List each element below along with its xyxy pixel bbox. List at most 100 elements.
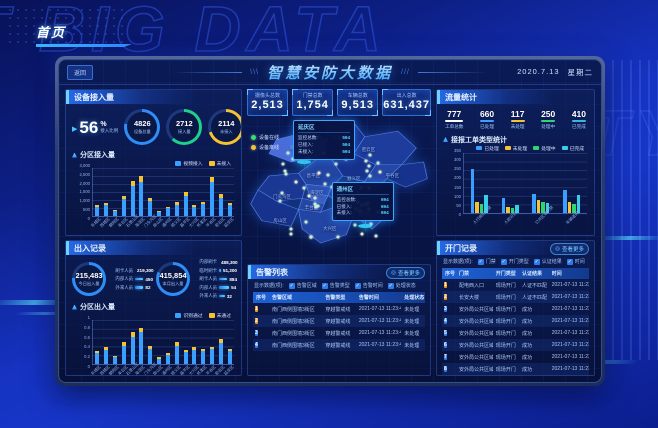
ring-value: 2712 bbox=[175, 119, 193, 128]
title-ticks-left: \\\ bbox=[250, 68, 259, 76]
device-dot bbox=[281, 162, 285, 166]
row-index-badge: 8 bbox=[444, 365, 447, 372]
device-dot bbox=[283, 169, 287, 173]
row-index-badge: 3 bbox=[255, 329, 258, 336]
zone-access-chart: 视频接入 未接入 3,000 2,500 2,000 1,500 1,000 500 0 东城区西… bbox=[70, 160, 237, 232]
tooltip-row-value: 594 bbox=[342, 135, 350, 141]
legend-swatch bbox=[208, 313, 215, 318]
filter-checkbox[interactable]: ✓ 时间 bbox=[566, 258, 585, 265]
alarm-more-button[interactable]: ◎ 查看更多 bbox=[386, 267, 425, 279]
filter-checkbox[interactable]: ✓ 告警区域 bbox=[288, 282, 317, 289]
bar bbox=[470, 168, 475, 213]
alarm-table: 序号 告警区域 告警类型 告警时间 处理状态 1 南门西侧围墙3街区 穿越警戒线 2021-07… bbox=[253, 292, 425, 351]
tooltip-row: 未接入: 694 bbox=[337, 210, 389, 217]
flow-stat-value: 250 bbox=[541, 109, 556, 119]
checkbox-label: 告警区域 bbox=[296, 283, 317, 289]
bar-stack bbox=[216, 168, 225, 216]
summary-stat-value: 2,513 bbox=[251, 99, 284, 111]
bar-segment-top bbox=[157, 210, 162, 212]
table-cell: 穿越警戒线 bbox=[325, 306, 351, 313]
row-index-cell: 3 bbox=[253, 329, 269, 337]
summary-stat-label: 车辆总数 bbox=[347, 93, 368, 99]
device-access-panel-title: 设备接入量 bbox=[66, 90, 241, 104]
stat-row: 内部人员 54 bbox=[193, 285, 237, 291]
legend-item: 未接入 bbox=[208, 160, 231, 167]
y-tick: 2,500 bbox=[79, 171, 90, 177]
filter-checkbox[interactable]: ✓ 开门类型 bbox=[500, 258, 529, 265]
title-line-right bbox=[417, 71, 488, 73]
table-header-cell: 时间 bbox=[551, 271, 562, 277]
section-icon bbox=[72, 304, 77, 310]
tooltip-row: 监控总数: 594 bbox=[298, 135, 350, 142]
device-ring: 4826 设备总量 bbox=[124, 109, 161, 145]
dot-grid-decor bbox=[6, 6, 126, 46]
vertical-bands-decor bbox=[612, 60, 658, 360]
table-cell: 未处理 bbox=[404, 330, 420, 337]
checkbox-label: 告警时间 bbox=[362, 283, 383, 289]
table-cell: 成功 bbox=[522, 366, 533, 373]
y-tick: 1,000 bbox=[79, 198, 90, 204]
flow-stat-label: 未处理 bbox=[510, 123, 525, 129]
table-cell: 2021-07-13 11:23:43 bbox=[551, 354, 589, 360]
filter-checkbox[interactable]: ✓ 处理状态 bbox=[387, 282, 416, 289]
bar-stack bbox=[102, 168, 111, 216]
door-filter-row: 显示数据(项): ✓ 门禁 ✓ 开门类型 ✓ 认证结果 ✓ 时间 bbox=[437, 255, 594, 267]
y-tick: 0 bbox=[458, 212, 461, 218]
table-cell: 安外局公共区域 bbox=[459, 318, 493, 325]
table-cell: 2021-07-13 11:23:43 bbox=[551, 294, 589, 300]
door-more-button[interactable]: ◎ 查看更多 bbox=[550, 243, 589, 255]
device-dot bbox=[326, 173, 330, 177]
legend-swatch bbox=[208, 161, 215, 166]
play-arrow-icon: ▶ bbox=[72, 125, 78, 133]
tab-home[interactable]: 首页 bbox=[36, 22, 132, 47]
legend-label: 已处理 bbox=[484, 146, 499, 152]
bar bbox=[545, 203, 550, 213]
checkbox-label: 认证结果 bbox=[541, 259, 562, 265]
filter-checkbox[interactable]: ✓ 告警时间 bbox=[354, 282, 383, 289]
row-index-cell: 4 bbox=[253, 341, 269, 349]
summary-stat-label: 门禁总数 bbox=[302, 93, 323, 99]
device-dot bbox=[376, 161, 380, 165]
bar-stack bbox=[102, 320, 111, 364]
table-header-cell: 告警类型 bbox=[325, 295, 346, 301]
stat-row: 刷卡人员 219,300 bbox=[109, 268, 153, 274]
row-index-badge: 3 bbox=[444, 305, 447, 312]
checkbox-label: 处理状态 bbox=[395, 283, 416, 289]
table-header-cell: 处理状态 bbox=[404, 295, 425, 301]
device-dot bbox=[309, 235, 313, 239]
table-cell: 现场开门 bbox=[495, 282, 516, 289]
table-cell: 成功 bbox=[522, 318, 533, 325]
bar-segment-bottom bbox=[148, 200, 153, 216]
bar-segment-bottom bbox=[218, 342, 223, 364]
tooltip-row-value: 594 bbox=[342, 142, 350, 148]
flow-stat-label: 已完成 bbox=[572, 123, 586, 129]
summary-stat-value: 631,437 bbox=[383, 99, 430, 111]
checkbox-icon: ✓ bbox=[354, 282, 361, 289]
bar-segment-top bbox=[104, 202, 109, 206]
date-value: 2020.7.13 bbox=[517, 66, 560, 76]
bar-group bbox=[526, 153, 557, 213]
table-cell: 穿越警戒线 bbox=[325, 330, 351, 337]
map-legend-item: 设备离线 bbox=[251, 144, 279, 151]
checkbox-icon: ✓ bbox=[477, 258, 484, 265]
checkbox-icon: ✓ bbox=[533, 258, 540, 265]
bar-segment-bottom bbox=[209, 349, 214, 364]
bar-segment-bottom bbox=[218, 197, 223, 216]
bar-segment-top bbox=[95, 350, 100, 353]
filter-checkbox[interactable]: ✓ 认证结果 bbox=[533, 258, 562, 265]
filter-checkbox[interactable]: ✓ 告警类型 bbox=[321, 282, 350, 289]
row-index-badge: 5 bbox=[444, 329, 447, 336]
table-cell: 成功 bbox=[522, 330, 533, 337]
district-label: 门头沟区 bbox=[272, 194, 291, 200]
bar-stack bbox=[216, 320, 225, 364]
chart-legend: 已处理 未处理 处理中 已完成 bbox=[476, 145, 584, 152]
bar bbox=[536, 199, 541, 213]
stat-rows: 刷卡人员 219,300 内部人员 450 外来人员 82 bbox=[109, 268, 153, 291]
bar-group bbox=[556, 153, 587, 213]
filter-checkbox[interactable]: ✓ 门禁 bbox=[477, 258, 496, 265]
back-button[interactable]: 返回 bbox=[67, 64, 94, 80]
bar-stack bbox=[208, 320, 217, 364]
bar-segment-top bbox=[165, 353, 170, 356]
table-cell: 南门西侧围墙3街区 bbox=[272, 342, 315, 349]
